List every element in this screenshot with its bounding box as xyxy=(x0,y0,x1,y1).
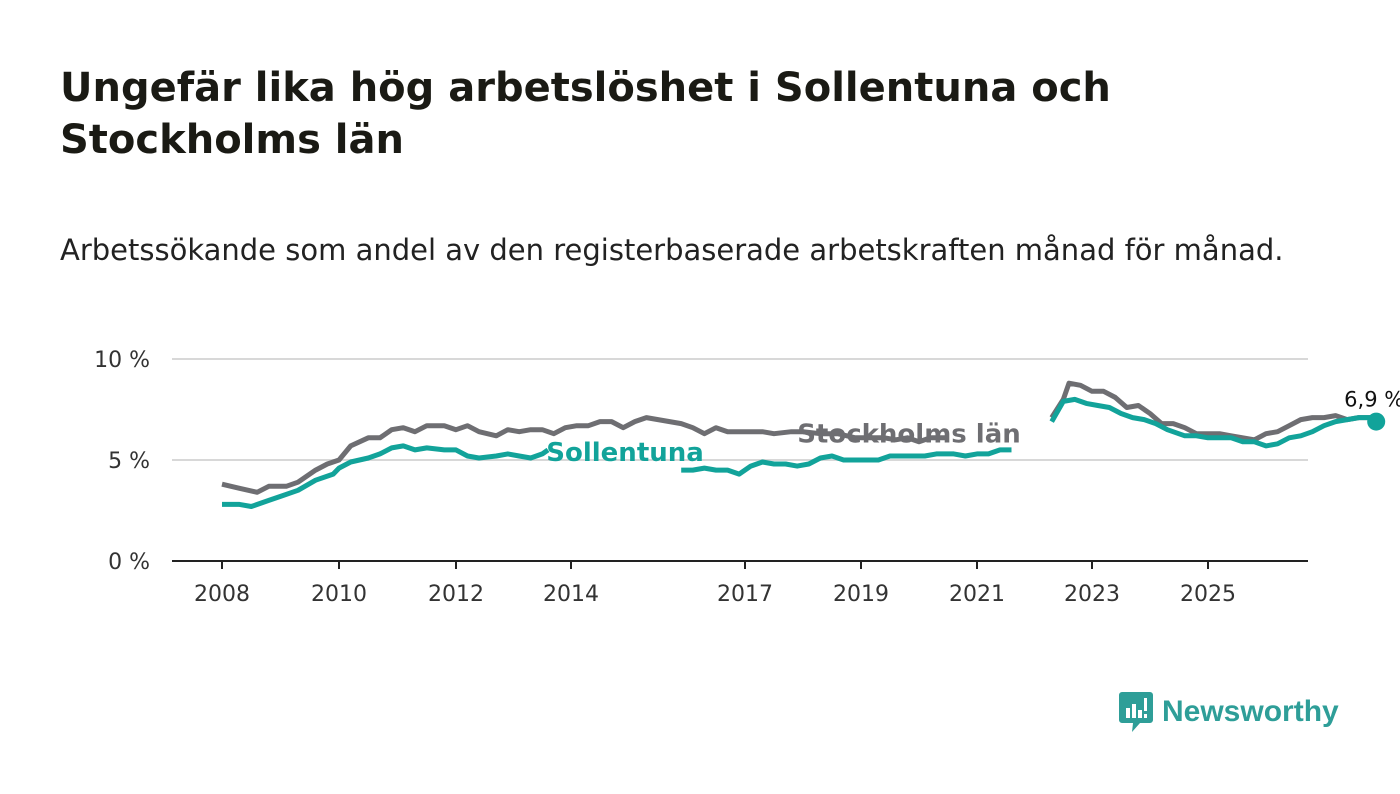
x-tick-label: 2021 xyxy=(949,582,1005,607)
x-tick-label: 2025 xyxy=(1180,582,1236,607)
chart-title: Ungefär lika hög arbetslöshet i Sollentu… xyxy=(60,65,1111,163)
brand-logo: Newsworthy xyxy=(1118,690,1339,734)
x-tick-label: 2012 xyxy=(428,582,484,607)
series-line-sollentuna xyxy=(222,396,1378,509)
end-value-label: 6,9 % xyxy=(1344,388,1400,412)
y-tick-label: 5 % xyxy=(108,449,150,474)
y-tick-label: 10 % xyxy=(94,348,150,373)
series-label-sollentuna: Sollentuna xyxy=(546,438,704,468)
x-tick-label: 2008 xyxy=(194,582,250,607)
y-tick-label: 0 % xyxy=(108,550,150,575)
series-line-stockholms-lan xyxy=(221,380,1378,495)
brand-name: Newsworthy xyxy=(1162,695,1339,728)
end-point-marker xyxy=(1367,412,1386,431)
x-tick-label: 2019 xyxy=(833,582,889,607)
x-tick-label: 2017 xyxy=(717,582,773,607)
chart-subtitle: Arbetssökande som andel av den registerb… xyxy=(60,233,1284,267)
newsworthy-icon xyxy=(1119,692,1153,732)
x-tick-label: 2014 xyxy=(543,582,599,607)
series-label-stockholms-lan: Stockholms län xyxy=(797,420,1021,450)
x-tick-label: 2010 xyxy=(311,582,367,607)
x-tick-label: 2023 xyxy=(1064,582,1120,607)
